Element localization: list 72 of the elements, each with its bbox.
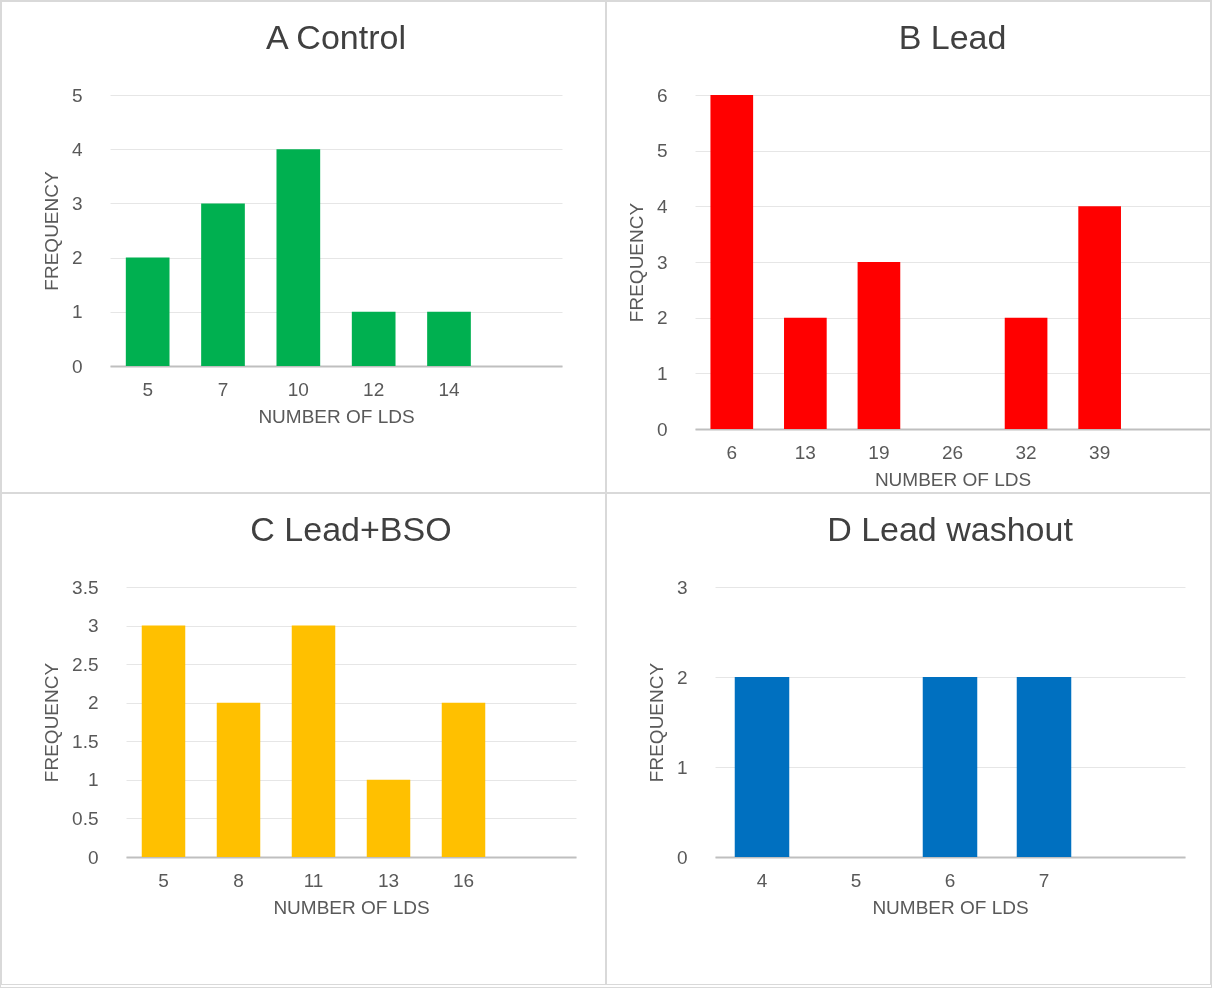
y-tick-label: 5 [71,84,83,106]
bar [125,257,170,366]
bar [216,702,261,857]
y-tick-label: 0 [71,355,83,377]
y-tick-label: 0 [676,846,688,868]
y-axis-title: FREQUENCY [625,202,647,323]
x-axis-title: NUMBER OF LDS [872,896,1029,918]
y-tick-label: 2 [656,307,668,329]
y-tick-label: 1.5 [72,730,99,752]
x-tick-label: 10 [287,378,309,400]
x-tick-label: 8 [233,869,244,891]
y-tick-label: 0.5 [72,807,99,829]
y-tick-label: 2 [71,247,83,269]
y-tick-label: 1 [71,301,83,323]
bar [201,203,245,366]
x-tick-label: 7 [1038,869,1050,891]
x-tick-label: 19 [868,441,890,463]
y-tick-label: 5 [656,140,668,162]
y-tick-label: 2.5 [72,653,99,675]
x-tick-label: 32 [1015,441,1037,463]
y-tick-label: 4 [656,195,668,217]
y-axis-title: FREQUENCY [40,171,62,291]
y-tick-label: 6 [656,84,668,106]
bar [784,317,827,429]
x-tick-label: 26 [941,441,964,463]
x-tick-label: 13 [794,441,816,463]
y-axis-title: FREQUENCY [41,662,63,783]
x-tick-label: 6 [726,441,738,463]
chart-title: A Control [266,18,406,56]
y-tick-label: 3 [71,192,83,214]
x-axis-title: NUMBER OF LDS [874,468,1032,490]
y-tick-label: 0 [87,846,99,868]
x-tick-label: 13 [377,869,400,891]
y-tick-label: 3 [87,615,99,637]
y-tick-label: 4 [71,138,83,160]
x-tick-label: 4 [756,869,768,891]
x-tick-label: 5 [142,378,153,400]
y-tick-label: 1 [656,362,668,384]
x-tick-label: 39 [1089,441,1111,463]
y-tick-label: 1 [676,756,688,778]
x-axis-title: NUMBER OF LDS [258,405,415,427]
y-tick-label: 2 [87,692,99,714]
chart-title: D Lead washout [827,510,1074,548]
y-tick-label: 1 [87,769,99,791]
bar [1004,317,1048,429]
x-tick-label: 7 [217,378,229,400]
bar [366,779,411,857]
y-tick-label: 3.5 [72,576,99,598]
y-tick-label: 2 [676,666,688,688]
x-tick-label: 6 [944,869,956,891]
x-tick-label: 12 [363,378,385,400]
bar [857,262,901,429]
y-tick-label: 0 [656,418,668,440]
chart-title: C Lead+BSO [250,510,452,548]
x-tick-label: 11 [303,869,324,891]
x-axis-title: NUMBER OF LDS [273,896,430,918]
x-tick-label: 5 [850,869,862,891]
y-tick-label: 3 [656,251,668,273]
bar [291,625,336,857]
bar [141,625,186,857]
x-tick-label: 5 [158,869,169,891]
bar [276,149,321,366]
bar [710,95,754,429]
bar [351,311,396,366]
chart-title: B Lead [898,18,1007,56]
x-tick-label: 14 [438,378,460,400]
bar [441,702,486,857]
bar [427,311,471,366]
y-tick-label: 3 [676,576,688,598]
bar [1078,206,1121,429]
y-axis-title: FREQUENCY [645,662,667,783]
x-tick-label: 16 [452,869,475,891]
